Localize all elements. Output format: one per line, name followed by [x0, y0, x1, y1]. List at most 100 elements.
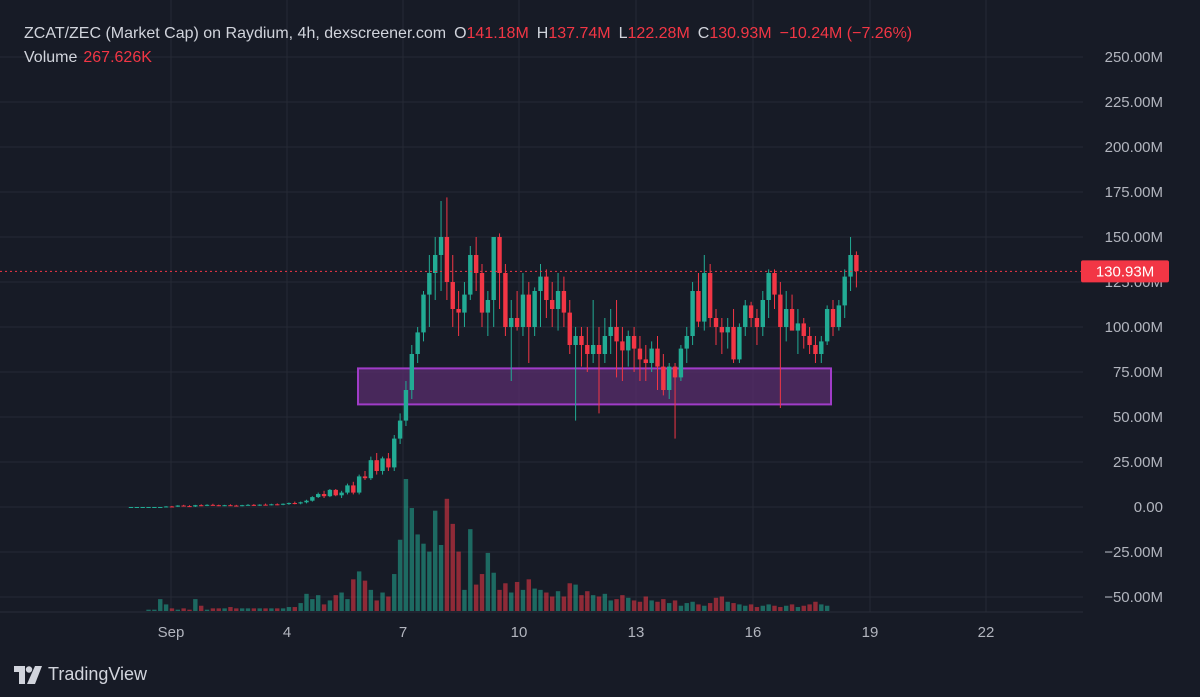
- candle-body[interactable]: [848, 255, 853, 277]
- candle-body[interactable]: [438, 237, 444, 255]
- candles[interactable]: [128, 197, 859, 508]
- candle-body[interactable]: [187, 506, 192, 508]
- candle-body[interactable]: [526, 294, 531, 327]
- candle-body[interactable]: [830, 309, 836, 327]
- candle-body[interactable]: [497, 237, 502, 273]
- tradingview-logo[interactable]: TradingView: [14, 664, 147, 685]
- candle-body[interactable]: [339, 492, 344, 496]
- candle-body[interactable]: [275, 504, 280, 506]
- candle-body[interactable]: [392, 438, 397, 468]
- candle-body[interactable]: [456, 309, 461, 313]
- candle-body[interactable]: [473, 255, 479, 273]
- candle-body[interactable]: [707, 273, 713, 318]
- candle-body[interactable]: [421, 294, 426, 333]
- candle-body[interactable]: [643, 359, 648, 363]
- candle-body[interactable]: [304, 500, 309, 503]
- candle-body[interactable]: [550, 300, 555, 309]
- candle-body[interactable]: [333, 489, 338, 496]
- candle-body[interactable]: [672, 366, 678, 378]
- candle-body[interactable]: [772, 273, 777, 295]
- candle-body[interactable]: [620, 341, 625, 351]
- candle-body[interactable]: [836, 305, 842, 327]
- candle-body[interactable]: [614, 327, 619, 342]
- candle-body[interactable]: [713, 318, 719, 327]
- candle-body[interactable]: [479, 273, 485, 313]
- candle-body[interactable]: [128, 507, 134, 508]
- candle-body[interactable]: [766, 273, 771, 300]
- candle-body[interactable]: [485, 300, 491, 313]
- candle-body[interactable]: [655, 348, 660, 367]
- candle-body[interactable]: [468, 255, 473, 295]
- candle-body[interactable]: [140, 507, 145, 508]
- candle-body[interactable]: [795, 323, 801, 331]
- candle-body[interactable]: [427, 273, 432, 295]
- candle-body[interactable]: [590, 345, 596, 354]
- candle-body[interactable]: [754, 318, 760, 327]
- candle-body[interactable]: [316, 494, 321, 498]
- candle-body[interactable]: [397, 420, 403, 439]
- candle-body[interactable]: [667, 366, 672, 390]
- candle-body[interactable]: [532, 291, 537, 327]
- support-zone-box[interactable]: [357, 367, 832, 406]
- candle-body[interactable]: [626, 336, 631, 351]
- candle-body[interactable]: [134, 507, 140, 508]
- candle-body[interactable]: [807, 336, 812, 345]
- candle-body[interactable]: [725, 327, 730, 333]
- candle-body[interactable]: [514, 318, 520, 327]
- x-axis[interactable]: Sep 4 7 10 13 16 19 22: [158, 624, 995, 641]
- candle-body[interactable]: [310, 497, 315, 501]
- candle-body[interactable]: [228, 505, 233, 507]
- candle-body[interactable]: [719, 327, 725, 333]
- candle-body[interactable]: [175, 505, 180, 507]
- candle-body[interactable]: [678, 348, 684, 378]
- candle-body[interactable]: [813, 345, 818, 354]
- candle-body[interactable]: [608, 327, 613, 336]
- candle-body[interactable]: [444, 237, 450, 282]
- candle-body[interactable]: [251, 504, 257, 506]
- candle-body[interactable]: [631, 336, 637, 349]
- candle-body[interactable]: [210, 504, 216, 506]
- candle-body[interactable]: [462, 294, 467, 313]
- candle-body[interactable]: [351, 485, 356, 493]
- candle-body[interactable]: [204, 504, 210, 506]
- candle-body[interactable]: [748, 305, 754, 318]
- candle-body[interactable]: [345, 485, 350, 493]
- candle-body[interactable]: [257, 504, 262, 506]
- candle-body[interactable]: [193, 505, 198, 507]
- candle-body[interactable]: [146, 507, 151, 508]
- candle-body[interactable]: [801, 323, 806, 336]
- candle-body[interactable]: [263, 504, 268, 506]
- candle-body[interactable]: [579, 336, 584, 345]
- candle-body[interactable]: [158, 507, 163, 508]
- candle-body[interactable]: [292, 503, 297, 505]
- candle-body[interactable]: [637, 348, 643, 360]
- candle-body[interactable]: [163, 506, 169, 508]
- candle-body[interactable]: [199, 505, 204, 507]
- candle-body[interactable]: [503, 273, 508, 327]
- candle-body[interactable]: [280, 503, 286, 505]
- candle-body[interactable]: [731, 327, 736, 360]
- candle-body[interactable]: [374, 460, 379, 471]
- candle-body[interactable]: [286, 503, 292, 505]
- candle-body[interactable]: [854, 255, 859, 272]
- candle-body[interactable]: [778, 294, 783, 327]
- candle-body[interactable]: [684, 336, 689, 349]
- candle-body[interactable]: [743, 305, 748, 327]
- candle-body[interactable]: [152, 507, 157, 508]
- candle-body[interactable]: [538, 276, 543, 291]
- candle-body[interactable]: [573, 336, 578, 345]
- candle-body[interactable]: [760, 300, 765, 327]
- candle-body[interactable]: [561, 291, 567, 313]
- candle-body[interactable]: [298, 502, 303, 504]
- candle-body[interactable]: [245, 504, 251, 506]
- candle-body[interactable]: [690, 291, 695, 336]
- candle-body[interactable]: [696, 291, 701, 322]
- candle-body[interactable]: [386, 458, 391, 468]
- candle-body[interactable]: [234, 505, 239, 507]
- candle-body[interactable]: [491, 237, 496, 300]
- candle-body[interactable]: [702, 273, 707, 322]
- candle-body[interactable]: [842, 276, 847, 306]
- candle-body[interactable]: [649, 348, 654, 363]
- candle-body[interactable]: [222, 505, 227, 507]
